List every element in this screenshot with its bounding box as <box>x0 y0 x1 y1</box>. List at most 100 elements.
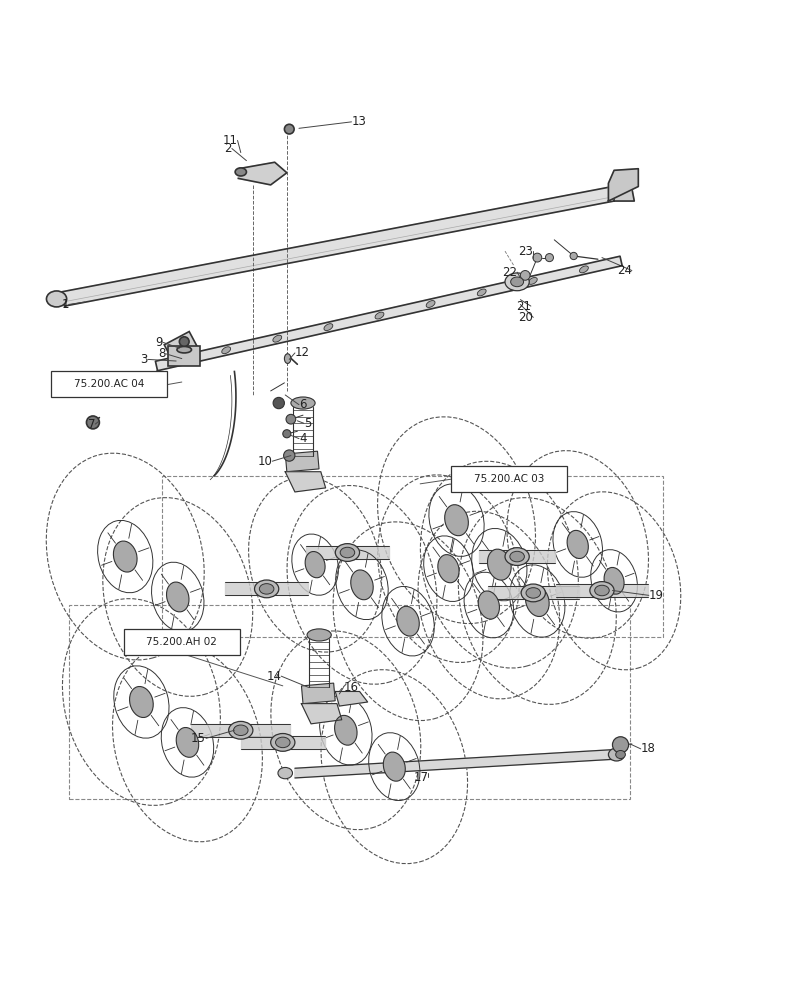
Circle shape <box>179 337 189 346</box>
Ellipse shape <box>510 551 524 562</box>
Ellipse shape <box>166 582 189 612</box>
Polygon shape <box>557 584 647 597</box>
Ellipse shape <box>229 721 253 739</box>
Ellipse shape <box>478 591 499 619</box>
Ellipse shape <box>478 289 486 296</box>
Ellipse shape <box>397 606 419 636</box>
Text: 17: 17 <box>413 771 428 784</box>
Text: 21: 21 <box>516 300 531 313</box>
Polygon shape <box>301 704 342 724</box>
Ellipse shape <box>47 291 66 307</box>
Ellipse shape <box>505 548 529 565</box>
Circle shape <box>284 450 295 461</box>
Bar <box>164 332 199 363</box>
Ellipse shape <box>567 530 588 559</box>
Ellipse shape <box>579 266 588 273</box>
Ellipse shape <box>235 168 246 176</box>
Ellipse shape <box>129 686 154 718</box>
Ellipse shape <box>335 544 360 561</box>
Ellipse shape <box>505 273 529 291</box>
Ellipse shape <box>351 570 373 600</box>
Ellipse shape <box>426 301 435 307</box>
FancyBboxPatch shape <box>124 629 240 655</box>
Ellipse shape <box>259 584 274 594</box>
Bar <box>168 346 200 366</box>
Circle shape <box>570 252 577 260</box>
Bar <box>301 683 335 704</box>
Circle shape <box>545 254 553 262</box>
Ellipse shape <box>305 552 325 578</box>
Text: 23: 23 <box>519 245 533 258</box>
Bar <box>285 451 319 472</box>
Text: 19: 19 <box>649 589 664 602</box>
Text: 20: 20 <box>519 311 533 324</box>
Polygon shape <box>608 169 638 201</box>
Ellipse shape <box>324 324 333 331</box>
Ellipse shape <box>595 585 609 596</box>
Circle shape <box>284 124 294 134</box>
Text: 4: 4 <box>299 432 306 445</box>
Ellipse shape <box>590 582 614 599</box>
Circle shape <box>286 414 296 424</box>
Ellipse shape <box>176 727 199 757</box>
Text: 12: 12 <box>295 346 310 359</box>
Polygon shape <box>225 582 309 595</box>
Polygon shape <box>238 162 287 185</box>
Polygon shape <box>305 546 389 559</box>
Ellipse shape <box>335 715 357 745</box>
Circle shape <box>612 737 629 753</box>
Text: 3: 3 <box>141 353 148 366</box>
Text: 75.200.AC 04: 75.200.AC 04 <box>74 379 145 389</box>
Text: 6: 6 <box>299 398 306 411</box>
Text: 18: 18 <box>641 742 655 755</box>
Text: 5: 5 <box>304 417 311 430</box>
Ellipse shape <box>276 737 290 748</box>
Ellipse shape <box>234 725 248 736</box>
Polygon shape <box>488 586 579 599</box>
Ellipse shape <box>278 767 292 779</box>
Ellipse shape <box>526 588 541 598</box>
Ellipse shape <box>438 555 459 583</box>
Bar <box>162 476 663 637</box>
Ellipse shape <box>616 750 625 759</box>
Bar <box>69 605 630 799</box>
Text: 14: 14 <box>266 670 281 683</box>
Ellipse shape <box>271 734 295 751</box>
Ellipse shape <box>340 547 355 558</box>
Polygon shape <box>612 187 634 201</box>
Polygon shape <box>335 691 368 706</box>
Circle shape <box>283 430 291 438</box>
Text: 13: 13 <box>351 115 366 128</box>
Ellipse shape <box>521 584 545 602</box>
Polygon shape <box>285 472 326 492</box>
Ellipse shape <box>604 567 624 594</box>
Text: 7: 7 <box>88 418 95 431</box>
Text: 75.200.AH 02: 75.200.AH 02 <box>146 637 217 647</box>
Ellipse shape <box>221 347 230 354</box>
Text: 2: 2 <box>225 142 232 155</box>
Ellipse shape <box>291 397 315 409</box>
Text: 9: 9 <box>156 336 163 349</box>
Polygon shape <box>155 256 622 371</box>
Circle shape <box>520 271 530 280</box>
Text: 1: 1 <box>61 298 69 311</box>
Ellipse shape <box>284 354 291 363</box>
Text: 24: 24 <box>617 264 632 277</box>
Ellipse shape <box>608 748 625 761</box>
Text: 8: 8 <box>158 347 166 360</box>
Text: 16: 16 <box>343 681 359 694</box>
Text: 10: 10 <box>258 455 272 468</box>
Ellipse shape <box>307 629 331 641</box>
Circle shape <box>533 253 542 262</box>
Circle shape <box>273 397 284 409</box>
Polygon shape <box>479 550 555 563</box>
Ellipse shape <box>511 277 524 287</box>
Polygon shape <box>295 750 612 778</box>
Polygon shape <box>191 724 290 737</box>
Ellipse shape <box>273 335 282 342</box>
FancyBboxPatch shape <box>451 466 567 492</box>
Ellipse shape <box>177 346 191 353</box>
Text: 22: 22 <box>502 266 517 279</box>
Ellipse shape <box>113 541 137 572</box>
Circle shape <box>86 416 99 429</box>
